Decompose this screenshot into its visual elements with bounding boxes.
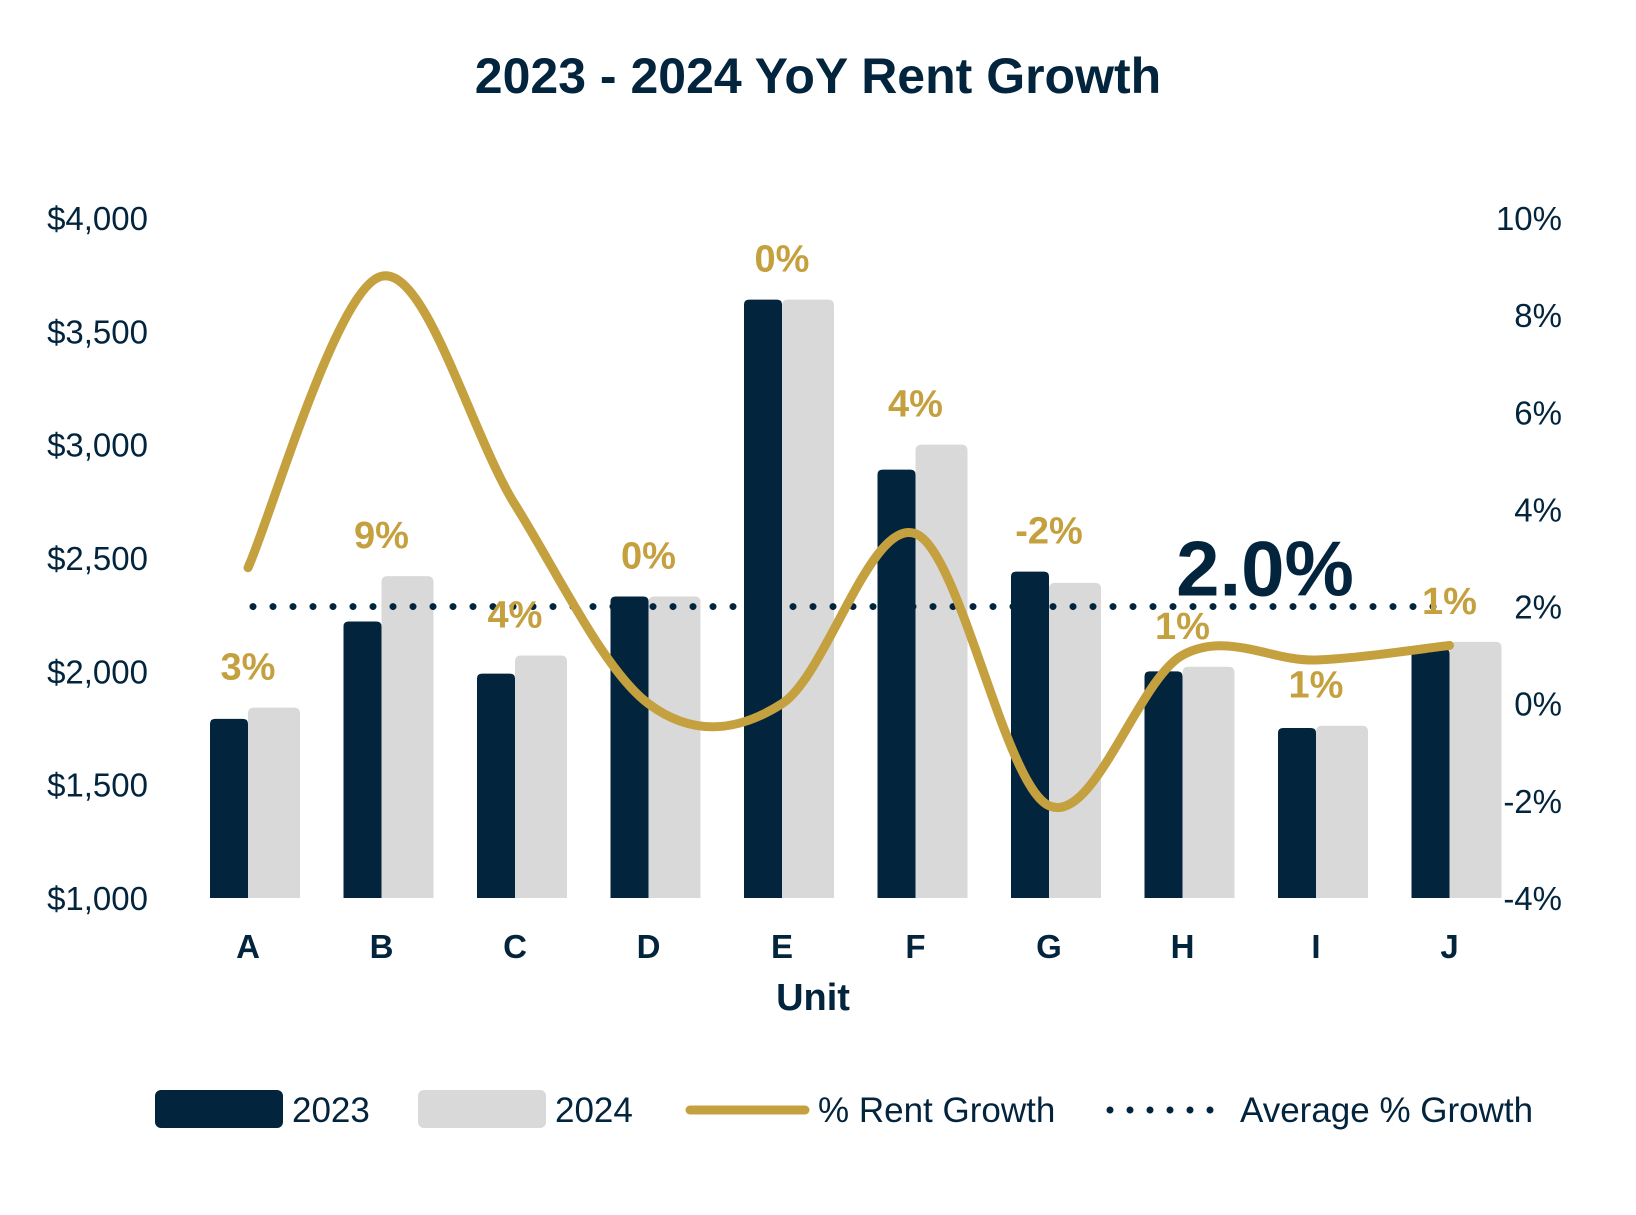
rent-growth-line	[243, 271, 1454, 813]
x-tick-label: C	[503, 928, 527, 965]
y2-tick-label: 6%	[1514, 394, 1562, 431]
bar-2023	[877, 469, 916, 898]
legend-swatch-2023	[155, 1090, 283, 1128]
bar-2023	[610, 596, 649, 898]
bar-2023	[1144, 671, 1183, 898]
y2-tick-label: 2%	[1514, 589, 1562, 626]
bar-2024	[248, 707, 300, 898]
y-tick-label: $4,000	[47, 200, 148, 237]
y-axis-right: -4% -2% 0% 2% 4% 6% 8% 10%	[1496, 200, 1562, 917]
y2-tick-label: -2%	[1503, 783, 1562, 820]
growth-data-label: 0%	[755, 239, 810, 281]
growth-data-label: 9%	[354, 515, 409, 557]
y2-tick-label: 0%	[1514, 686, 1562, 723]
x-tick-label: A	[236, 928, 260, 965]
legend-swatch-2024	[418, 1090, 546, 1128]
y2-tick-label: 8%	[1514, 297, 1562, 334]
bar-2024	[915, 444, 968, 898]
y2-tick-label: 10%	[1496, 200, 1562, 237]
bar-2024	[648, 596, 701, 898]
bar-2024	[515, 655, 567, 898]
legend-label-average: Average % Growth	[1240, 1091, 1533, 1130]
y-tick-label: $2,000	[47, 653, 148, 690]
growth-data-label: 4%	[488, 594, 543, 636]
bar-2023	[210, 718, 248, 898]
bar-2023	[477, 673, 515, 898]
growth-data-label: 1%	[1289, 665, 1344, 707]
bar-2024	[1182, 666, 1235, 898]
legend: 2023 2024 % Rent Growth Average % Growth	[155, 1090, 1533, 1130]
x-tick-label: E	[771, 928, 793, 965]
growth-data-label: 4%	[888, 384, 943, 426]
x-axis-title: Unit	[776, 977, 850, 1019]
growth-data-label: 1%	[1155, 606, 1210, 648]
x-axis: A B C D E F G H I J	[236, 928, 1459, 965]
average-line-group: 2.0%	[249, 525, 1447, 613]
bar-2024	[782, 299, 834, 899]
y-tick-label: $1,000	[47, 880, 148, 917]
y-tick-label: $1,500	[47, 767, 148, 804]
average-growth-label: 2.0%	[1176, 525, 1354, 613]
growth-data-label: -2%	[1015, 511, 1083, 553]
legend-label-growth: % Rent Growth	[818, 1091, 1055, 1130]
x-tick-label: B	[370, 928, 394, 965]
growth-line-group: 3% 9% 4% 0% 0% 4% -2% 1% 1% 1%	[221, 239, 1477, 813]
legend-label-2024: 2024	[555, 1091, 633, 1130]
bar-2023	[343, 621, 382, 898]
growth-data-label: 3%	[221, 647, 276, 689]
bar-2024	[1316, 725, 1368, 898]
x-tick-label: G	[1036, 928, 1062, 965]
bar-2024	[1449, 641, 1502, 898]
x-tick-label: I	[1311, 928, 1320, 965]
bar-2023	[1278, 728, 1316, 898]
y2-tick-label: -4%	[1503, 880, 1562, 917]
growth-data-label: 0%	[621, 536, 676, 578]
x-tick-label: J	[1440, 928, 1458, 965]
bar-2023	[744, 299, 782, 899]
y-tick-label: $2,500	[47, 540, 148, 577]
x-tick-label: H	[1171, 928, 1195, 965]
bar-2023	[1411, 648, 1450, 898]
bar-2024	[381, 576, 434, 898]
bars-group	[210, 299, 1502, 899]
legend-label-2023: 2023	[292, 1091, 370, 1130]
x-tick-label: F	[905, 928, 925, 965]
y-tick-label: $3,000	[47, 427, 148, 464]
y-axis-left: $1,000 $1,500 $2,000 $2,500 $3,000 $3,500 $4,0…	[47, 200, 148, 917]
bar-2023	[1011, 571, 1049, 898]
x-tick-label: D	[637, 928, 661, 965]
bar-2024	[1049, 582, 1101, 898]
y-tick-label: $3,500	[47, 313, 148, 350]
chart-title: 2023 - 2024 YoY Rent Growth	[475, 48, 1161, 104]
growth-data-label: 1%	[1422, 581, 1477, 623]
y2-tick-label: 4%	[1514, 491, 1562, 528]
